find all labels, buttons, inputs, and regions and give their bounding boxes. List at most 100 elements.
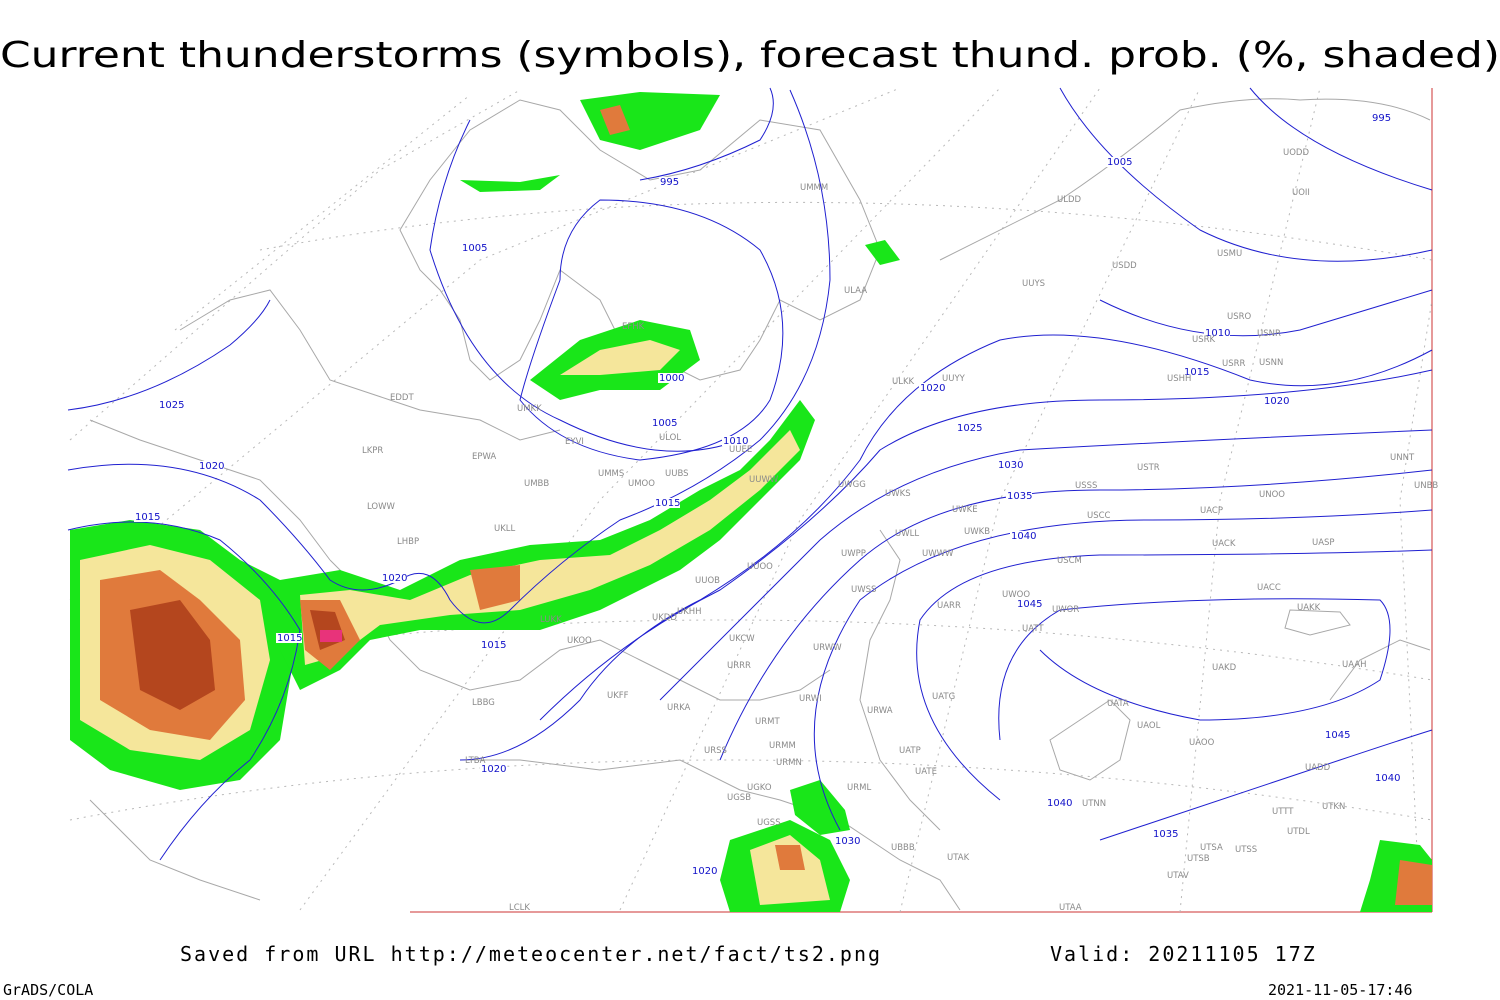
station-code: LHBP — [397, 537, 419, 547]
isobar-label: 1020 — [481, 764, 506, 775]
station-code: UATE — [915, 767, 937, 777]
station-code: UUWW — [749, 475, 779, 485]
station-code: UTTT — [1272, 807, 1294, 817]
station-code: URSS — [704, 746, 727, 756]
station-code: USNN — [1259, 358, 1283, 368]
isobar-label-bg — [659, 177, 685, 187]
station-code: UWKE — [952, 505, 978, 515]
isobar-label: 1020 — [382, 573, 407, 584]
isobar-label-bg — [1106, 157, 1132, 167]
isobar-label-bg — [1183, 367, 1209, 377]
isobar-label: 1040 — [1047, 798, 1072, 809]
isobar-label-bg — [1152, 829, 1178, 839]
isobar-label: 1045 — [1325, 730, 1350, 741]
station-code: UKFF — [607, 691, 629, 701]
isobar-label: 995 — [1372, 113, 1391, 124]
station-code: UTDL — [1287, 827, 1310, 837]
station-code: UWKS — [885, 489, 911, 499]
station-code: LBBG — [472, 698, 495, 708]
station-code: UKCW — [729, 634, 755, 644]
station-code: UAKK — [1297, 603, 1321, 613]
station-code: URWW — [813, 643, 842, 653]
isobar-label: 1035 — [1007, 491, 1032, 502]
station-code: LUKK — [540, 615, 562, 625]
isobar-label: 1005 — [462, 243, 487, 254]
station-code: URKA — [667, 703, 691, 713]
station-code: UTSA — [1200, 843, 1223, 853]
station-code: USNR — [1257, 329, 1281, 339]
station-code: UWLL — [895, 529, 919, 539]
station-code: UUOO — [747, 562, 773, 572]
station-code: EPWA — [472, 452, 496, 462]
station-code: LCLK — [509, 903, 530, 913]
station-code: UWWW — [922, 549, 954, 559]
station-code: EFHK — [622, 322, 645, 332]
station-code: UNNT — [1390, 453, 1415, 463]
isobar-label-bg — [461, 243, 487, 253]
station-code: UATT — [1022, 624, 1044, 634]
graticule — [69, 87, 1433, 913]
isobar-label: 1030 — [835, 836, 860, 847]
station-code: UMMM — [800, 183, 828, 193]
map-labels: 995 995 1005 1005 1005 1000 1010 1010 1015 1015 10… — [134, 113, 1438, 913]
isobar-label: 1020 — [692, 866, 717, 877]
isobar-label: 1040 — [1375, 773, 1400, 784]
isobar-label: 1040 — [1011, 531, 1036, 542]
station-code: UKHH — [677, 607, 702, 617]
station-code: UTKN — [1322, 802, 1345, 812]
station-code: UNOO — [1259, 490, 1285, 500]
station-code: UUEE — [729, 445, 752, 455]
station-code: UASP — [1312, 538, 1335, 548]
isobar-label: 1020 — [199, 461, 224, 472]
isobar-label-bg — [480, 764, 506, 774]
station-code: URML — [847, 783, 871, 793]
isobar-label-bg — [381, 573, 407, 583]
isobar-label-bg — [1006, 491, 1032, 501]
station-code: UTSS — [1235, 845, 1257, 855]
station-code: UKLL — [494, 524, 516, 534]
station-code: UBBB — [891, 843, 915, 853]
station-code: URWA — [867, 706, 893, 716]
isobar-label: 1045 — [1017, 599, 1042, 610]
isobar-label-bg — [1371, 113, 1397, 123]
isobar-label: 1005 — [1107, 157, 1132, 168]
isobar-label-bg — [276, 633, 302, 643]
isobar-label-bg — [658, 373, 684, 383]
station-code: UUYS — [1022, 279, 1045, 289]
isobar-label-bg — [1010, 531, 1036, 541]
source-url: Saved from URL http://meteocenter.net/fa… — [180, 942, 882, 966]
station-code: UAOL — [1137, 721, 1161, 731]
software-label: GrADS/COLA — [3, 981, 93, 999]
isobar-label-bg — [1263, 396, 1289, 406]
station-code: UUBS — [665, 469, 689, 479]
station-code: UOII — [1292, 188, 1310, 198]
isobar-label: 1035 — [1153, 829, 1178, 840]
isobar-label-bg — [1046, 798, 1072, 808]
isobar-label: 995 — [660, 177, 679, 188]
station-code: UTAV — [1167, 871, 1189, 881]
isobar-label: 1015 — [655, 498, 680, 509]
station-code: UUOB — [695, 576, 720, 586]
station-code: URRR — [727, 661, 751, 671]
isobar-label-bg — [691, 866, 717, 876]
station-code: ULKK — [892, 377, 915, 387]
station-code: ULDD — [1057, 195, 1082, 205]
isobar-label-bg — [198, 461, 224, 471]
station-code: UWGG — [838, 480, 866, 490]
station-code: LOWW — [367, 502, 396, 512]
isobar-label: 1005 — [652, 418, 677, 429]
station-code: UODD — [1283, 148, 1309, 158]
station-code: USSS — [1075, 481, 1097, 491]
station-code: UKDD — [652, 613, 677, 623]
station-code: USHH — [1167, 374, 1191, 384]
station-code: USCC — [1087, 511, 1111, 521]
station-code: USRO — [1227, 312, 1252, 322]
station-code: UMBB — [524, 479, 549, 489]
isobar-label-bg — [956, 423, 982, 433]
isobar-label: 1025 — [159, 400, 184, 411]
station-code: UTNN — [1082, 799, 1106, 809]
isobar-label: 1015 — [481, 640, 506, 651]
station-code: USTR — [1137, 463, 1160, 473]
station-code: URWI — [799, 694, 822, 704]
